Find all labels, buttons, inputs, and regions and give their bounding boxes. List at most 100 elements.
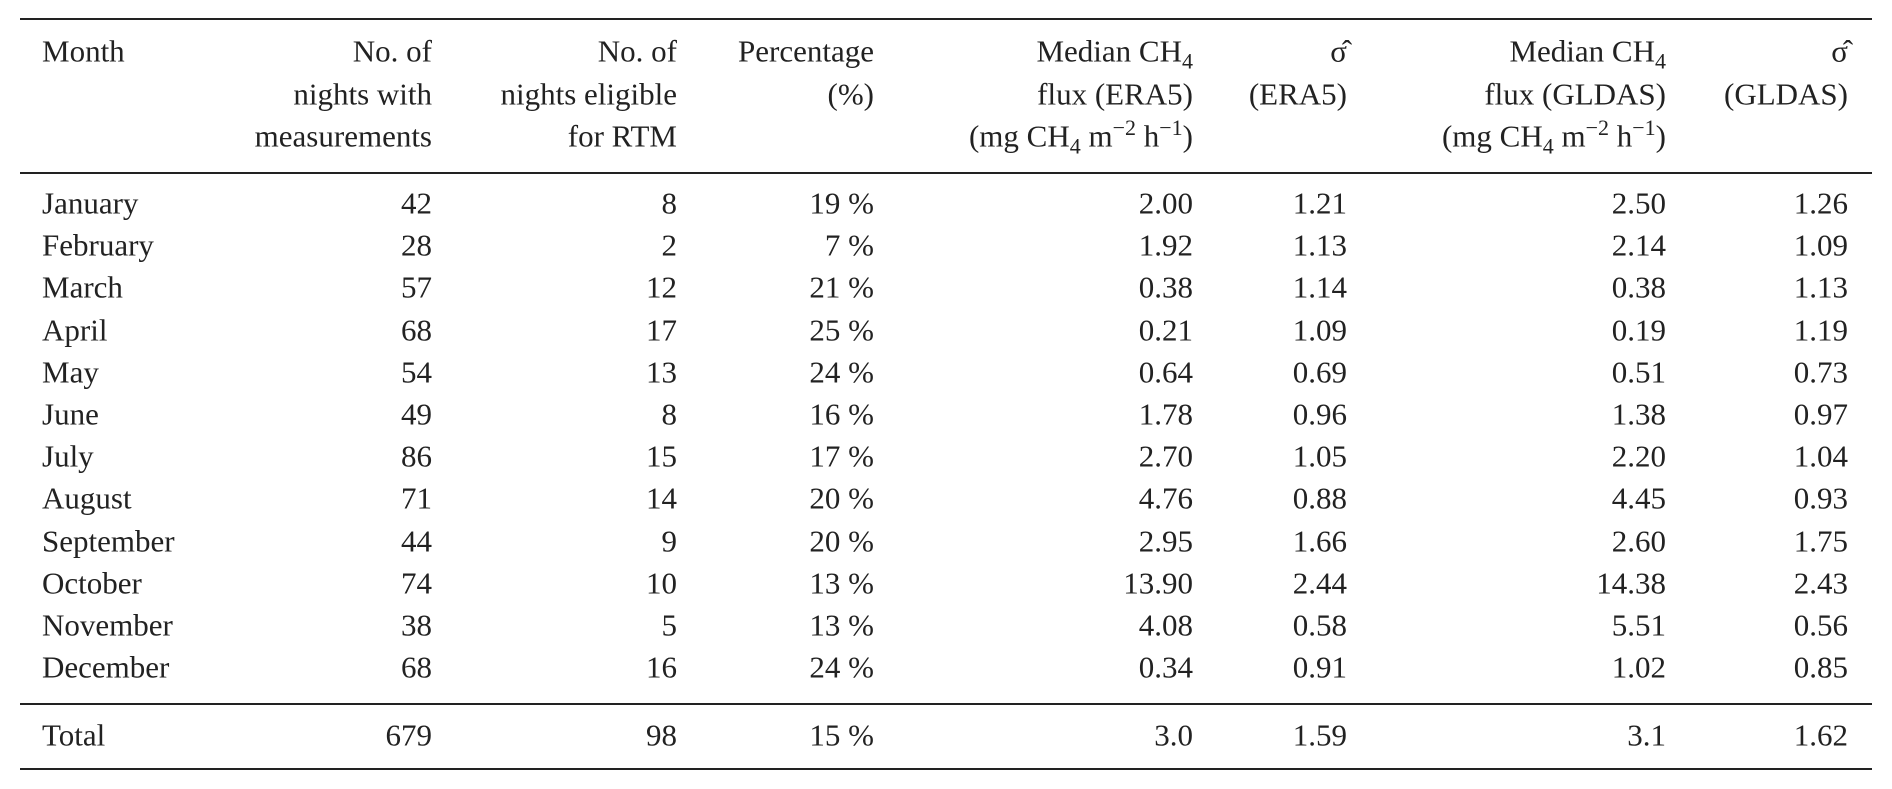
table-cell: 24 % [809,354,874,390]
header-text: (mg CH [1441,118,1543,154]
total-rule [20,703,1872,705]
table-cell: 20 % [809,480,874,516]
table-cell: 0.97 [1793,396,1848,432]
table-cell: 1.13 [1292,227,1347,263]
table-cell: 2.95 [1138,523,1193,559]
header-line: nights with [293,78,432,109]
month-label: September [42,523,175,559]
table-cell: 17 [646,312,677,348]
header-line: Percentage [738,36,874,67]
table-cell: 2.50 [1611,185,1666,221]
header-line: No. of [353,36,432,67]
table-cell: 0.64 [1138,354,1193,390]
table-cell: 1.21 [1292,185,1347,221]
table-cell: 15 [646,438,677,474]
header-line: No. of [598,36,677,67]
header-text: Median CH [1509,33,1655,69]
header-text: 4 [1542,133,1554,159]
table-cell: 16 % [809,396,874,432]
total-cell: 679 [385,717,433,753]
table-cell: 0.85 [1793,649,1848,685]
table-cell: 1.09 [1793,227,1848,263]
table-cell: 1.75 [1793,523,1848,559]
header-text: flux (GLDAS) [1484,76,1666,111]
table-cell: 16 [646,649,677,685]
header-line: Median CH4 [1509,33,1666,73]
header-line: Month [42,36,125,67]
table-cell: 17 % [809,438,874,474]
table-cell: 42 [401,185,432,221]
month-label: July [42,438,94,474]
table-cell: 0.56 [1793,607,1848,643]
header-text: 4 [1069,133,1081,159]
header-text: −1 [1159,115,1183,141]
table-cell: 86 [401,438,432,474]
header-text: for RTM [567,118,677,154]
header-text: Percentage [738,33,874,69]
total-cell: 1.62 [1793,717,1848,753]
table-cell: 2.20 [1611,438,1666,474]
table-cell: 14.38 [1596,565,1666,601]
top-rule [20,18,1872,20]
header-line: (mg CH4 m−2 h−1) [969,117,1193,158]
month-label: June [42,396,99,432]
header-line: flux (ERA5) [1037,78,1193,109]
header-text: m [1553,118,1586,154]
table-cell: 5 [661,607,678,643]
month-label: February [42,227,154,263]
table-cell: 19 % [809,185,874,221]
header-text: h [1136,118,1160,154]
header-text: h [1609,118,1633,154]
total-cell: 1.59 [1292,717,1347,753]
table-cell: 0.73 [1793,354,1848,390]
table-cell: 38 [401,607,432,643]
header-text: −2 [1585,115,1609,141]
header-text: −2 [1112,115,1136,141]
header-line: for RTM [568,121,677,152]
table-cell: 1.02 [1611,649,1666,685]
table-cell: 1.92 [1138,227,1193,263]
table-cell: 12 [646,269,677,305]
table-cell: 4.08 [1138,607,1193,643]
header-rule [20,172,1872,174]
header-text: σ̂ [1330,33,1347,69]
table-cell: 71 [401,480,432,516]
header-text: Month [42,33,125,69]
header-line: (mg CH4 m−2 h−1) [1441,117,1666,158]
table-cell: 5.51 [1611,607,1666,643]
total-label: Total [42,717,106,753]
header-line: (ERA5) [1249,78,1347,109]
table-cell: 4.45 [1611,480,1666,516]
table-cell: 13 % [809,607,874,643]
header-text: 4 [1182,48,1193,74]
table-cell: 13.90 [1123,565,1193,601]
total-cell: 98 [646,717,677,753]
table-cell: 8 [661,185,678,221]
table-cell: 68 [401,649,432,685]
header-text: No. of [352,33,432,69]
header-text: measurements [254,118,432,154]
header-text: flux (ERA5) [1037,76,1193,111]
table-cell: 10 [646,565,677,601]
header-text: nights eligible [500,76,677,111]
header-line: flux (GLDAS) [1484,78,1666,109]
table-cell: 1.26 [1793,185,1848,221]
table-cell: 2.44 [1292,565,1347,601]
table-cell: 0.58 [1292,607,1347,643]
total-cell: 15 % [809,717,874,753]
table-cell: 2 [661,227,678,263]
total-cell: 3.0 [1154,717,1193,753]
header-line: σ̂ [1831,36,1848,67]
table-cell: 0.21 [1138,312,1193,348]
header-text: Median CH [1036,33,1182,69]
header-text: (%) [827,76,874,111]
table-cell: 25 % [809,312,874,348]
header-line: (GLDAS) [1724,78,1848,109]
table-cell: 1.66 [1292,523,1347,559]
month-label: August [42,480,132,516]
table-cell: 68 [401,312,432,348]
header-text: ) [1182,118,1193,154]
month-label: January [42,185,139,221]
table-cell: 7 % [824,227,874,263]
